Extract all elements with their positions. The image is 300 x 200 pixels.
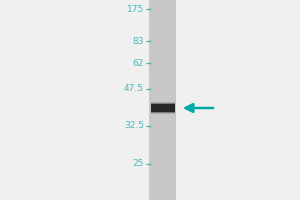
Bar (148, 0, 176, 200)
Text: 25: 25 (133, 160, 144, 168)
Text: 47.5: 47.5 (124, 84, 144, 93)
Bar (151, 104, 175, 112)
Text: 175: 175 (127, 4, 144, 14)
Text: 32.5: 32.5 (124, 121, 144, 130)
Text: 83: 83 (133, 36, 144, 46)
Text: 62: 62 (133, 58, 144, 68)
Bar (151, 103, 175, 113)
Bar (151, 102, 175, 114)
